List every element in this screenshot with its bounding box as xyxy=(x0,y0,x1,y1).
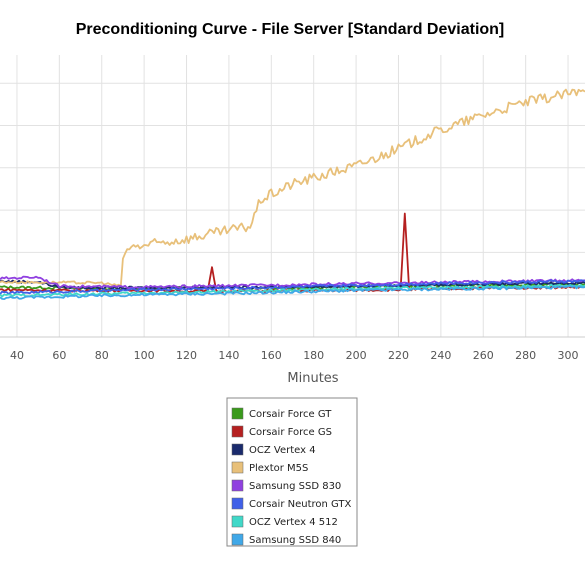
x-tick-label: 160 xyxy=(261,349,282,362)
legend-swatch xyxy=(231,497,244,510)
series-line-samsung-ssd-840 xyxy=(0,285,585,301)
legend-swatch xyxy=(231,443,244,456)
x-axis-label: Minutes xyxy=(287,371,338,386)
legend-swatch xyxy=(231,479,244,492)
legend-swatch xyxy=(231,515,244,528)
chart-title: Preconditioning Curve - File Server [Sta… xyxy=(76,21,505,38)
series-line-corsair-force-gs xyxy=(0,212,585,294)
x-tick-label: 260 xyxy=(473,349,494,362)
x-tick-label: 40 xyxy=(10,349,24,362)
x-tick-labels: 40 60 80 100 120 140 160 180 200 220 240 260 280 300 xyxy=(10,349,579,362)
legend-swatch xyxy=(231,425,244,438)
x-tick-label: 120 xyxy=(176,349,197,362)
x-tick-label: 180 xyxy=(303,349,324,362)
legend-label: OCZ Vertex 4 xyxy=(249,445,316,456)
legend-label: Samsung SSD 840 xyxy=(249,535,341,546)
x-tick-label: 140 xyxy=(218,349,239,362)
x-tick-label: 280 xyxy=(515,349,536,362)
legend: Corsair Force GT Corsair Force GS OCZ Vert… xyxy=(226,397,358,547)
x-tick-label: 80 xyxy=(95,349,109,362)
legend-swatch xyxy=(231,407,244,420)
gridlines xyxy=(0,55,585,338)
series-line-plextor-m5s xyxy=(0,88,585,288)
series-lines xyxy=(0,88,585,301)
legend-label: Corsair Neutron GTX xyxy=(249,499,352,510)
legend-box xyxy=(226,397,358,547)
x-tick-label: 220 xyxy=(388,349,409,362)
legend-label: Plextor M5S xyxy=(249,463,308,474)
series-line-ocz-vertex-4-512 xyxy=(0,283,585,298)
series-line-corsair-neutron-gtx xyxy=(0,279,585,295)
x-tick-label: 200 xyxy=(346,349,367,362)
legend-label: Corsair Force GS xyxy=(249,427,332,438)
legend-swatch xyxy=(231,533,244,546)
x-tick-label: 100 xyxy=(134,349,155,362)
x-tick-label: 300 xyxy=(558,349,579,362)
legend-label: Corsair Force GT xyxy=(249,409,332,420)
x-tick-label: 240 xyxy=(430,349,451,362)
legend-swatch xyxy=(231,461,244,474)
legend-label: Samsung SSD 830 xyxy=(249,481,341,492)
series-line-samsung-ssd-830 xyxy=(0,275,585,290)
x-tick-label: 60 xyxy=(52,349,66,362)
legend-label: OCZ Vertex 4 512 xyxy=(249,517,338,528)
